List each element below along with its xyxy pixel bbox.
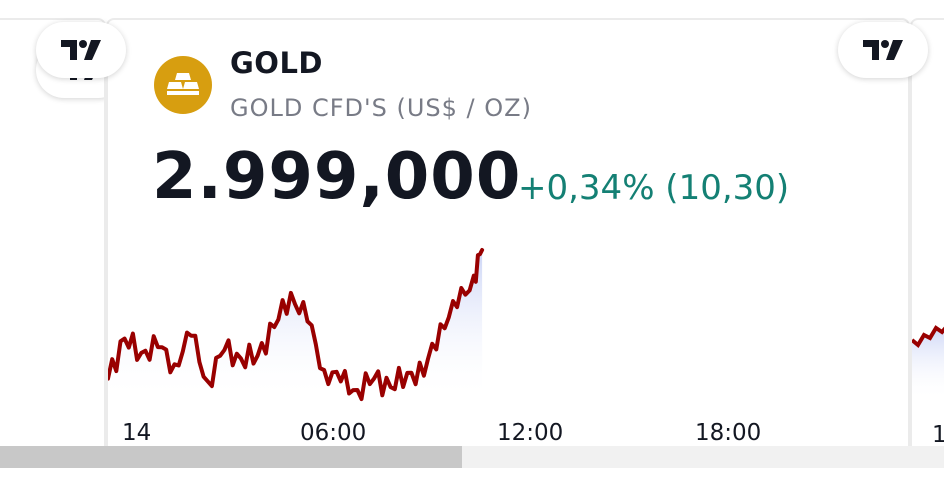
x-tick-label: 14 (122, 420, 152, 446)
gold-bars-icon (167, 73, 199, 95)
tradingview-logo-icon (61, 40, 101, 60)
ticker-card-gold[interactable] (106, 18, 910, 458)
tradingview-logo-icon (863, 40, 903, 60)
scrollbar-thumb[interactable] (0, 446, 462, 468)
next-price-area (912, 328, 944, 400)
x-tick-label: 12:00 (497, 420, 564, 446)
price-line (108, 248, 485, 401)
gold-bars-icon (154, 56, 212, 114)
next-x-tick: 1 (932, 422, 944, 448)
price-area (108, 250, 483, 400)
tradingview-logo-button-right[interactable] (838, 22, 928, 78)
ticker-card-previous[interactable] (0, 18, 106, 458)
ticker-card-next[interactable]: 1 (910, 18, 944, 458)
ticker-price: 2.999,000 (152, 140, 522, 214)
price-chart (108, 248, 485, 401)
x-tick-label: 18:00 (695, 420, 762, 446)
tradingview-logo-button-left[interactable] (36, 22, 126, 78)
horizontal-scrollbar[interactable] (0, 446, 944, 468)
x-tick-label: 06:00 (300, 420, 367, 446)
next-chart (912, 325, 944, 400)
ticker-description: GOLD CFD'S (US$ / OZ) (230, 94, 532, 122)
ticker-change: +0,34% (10,30) (518, 168, 790, 208)
ticker-symbol[interactable]: GOLD (230, 46, 324, 80)
next-price-line (912, 325, 944, 349)
